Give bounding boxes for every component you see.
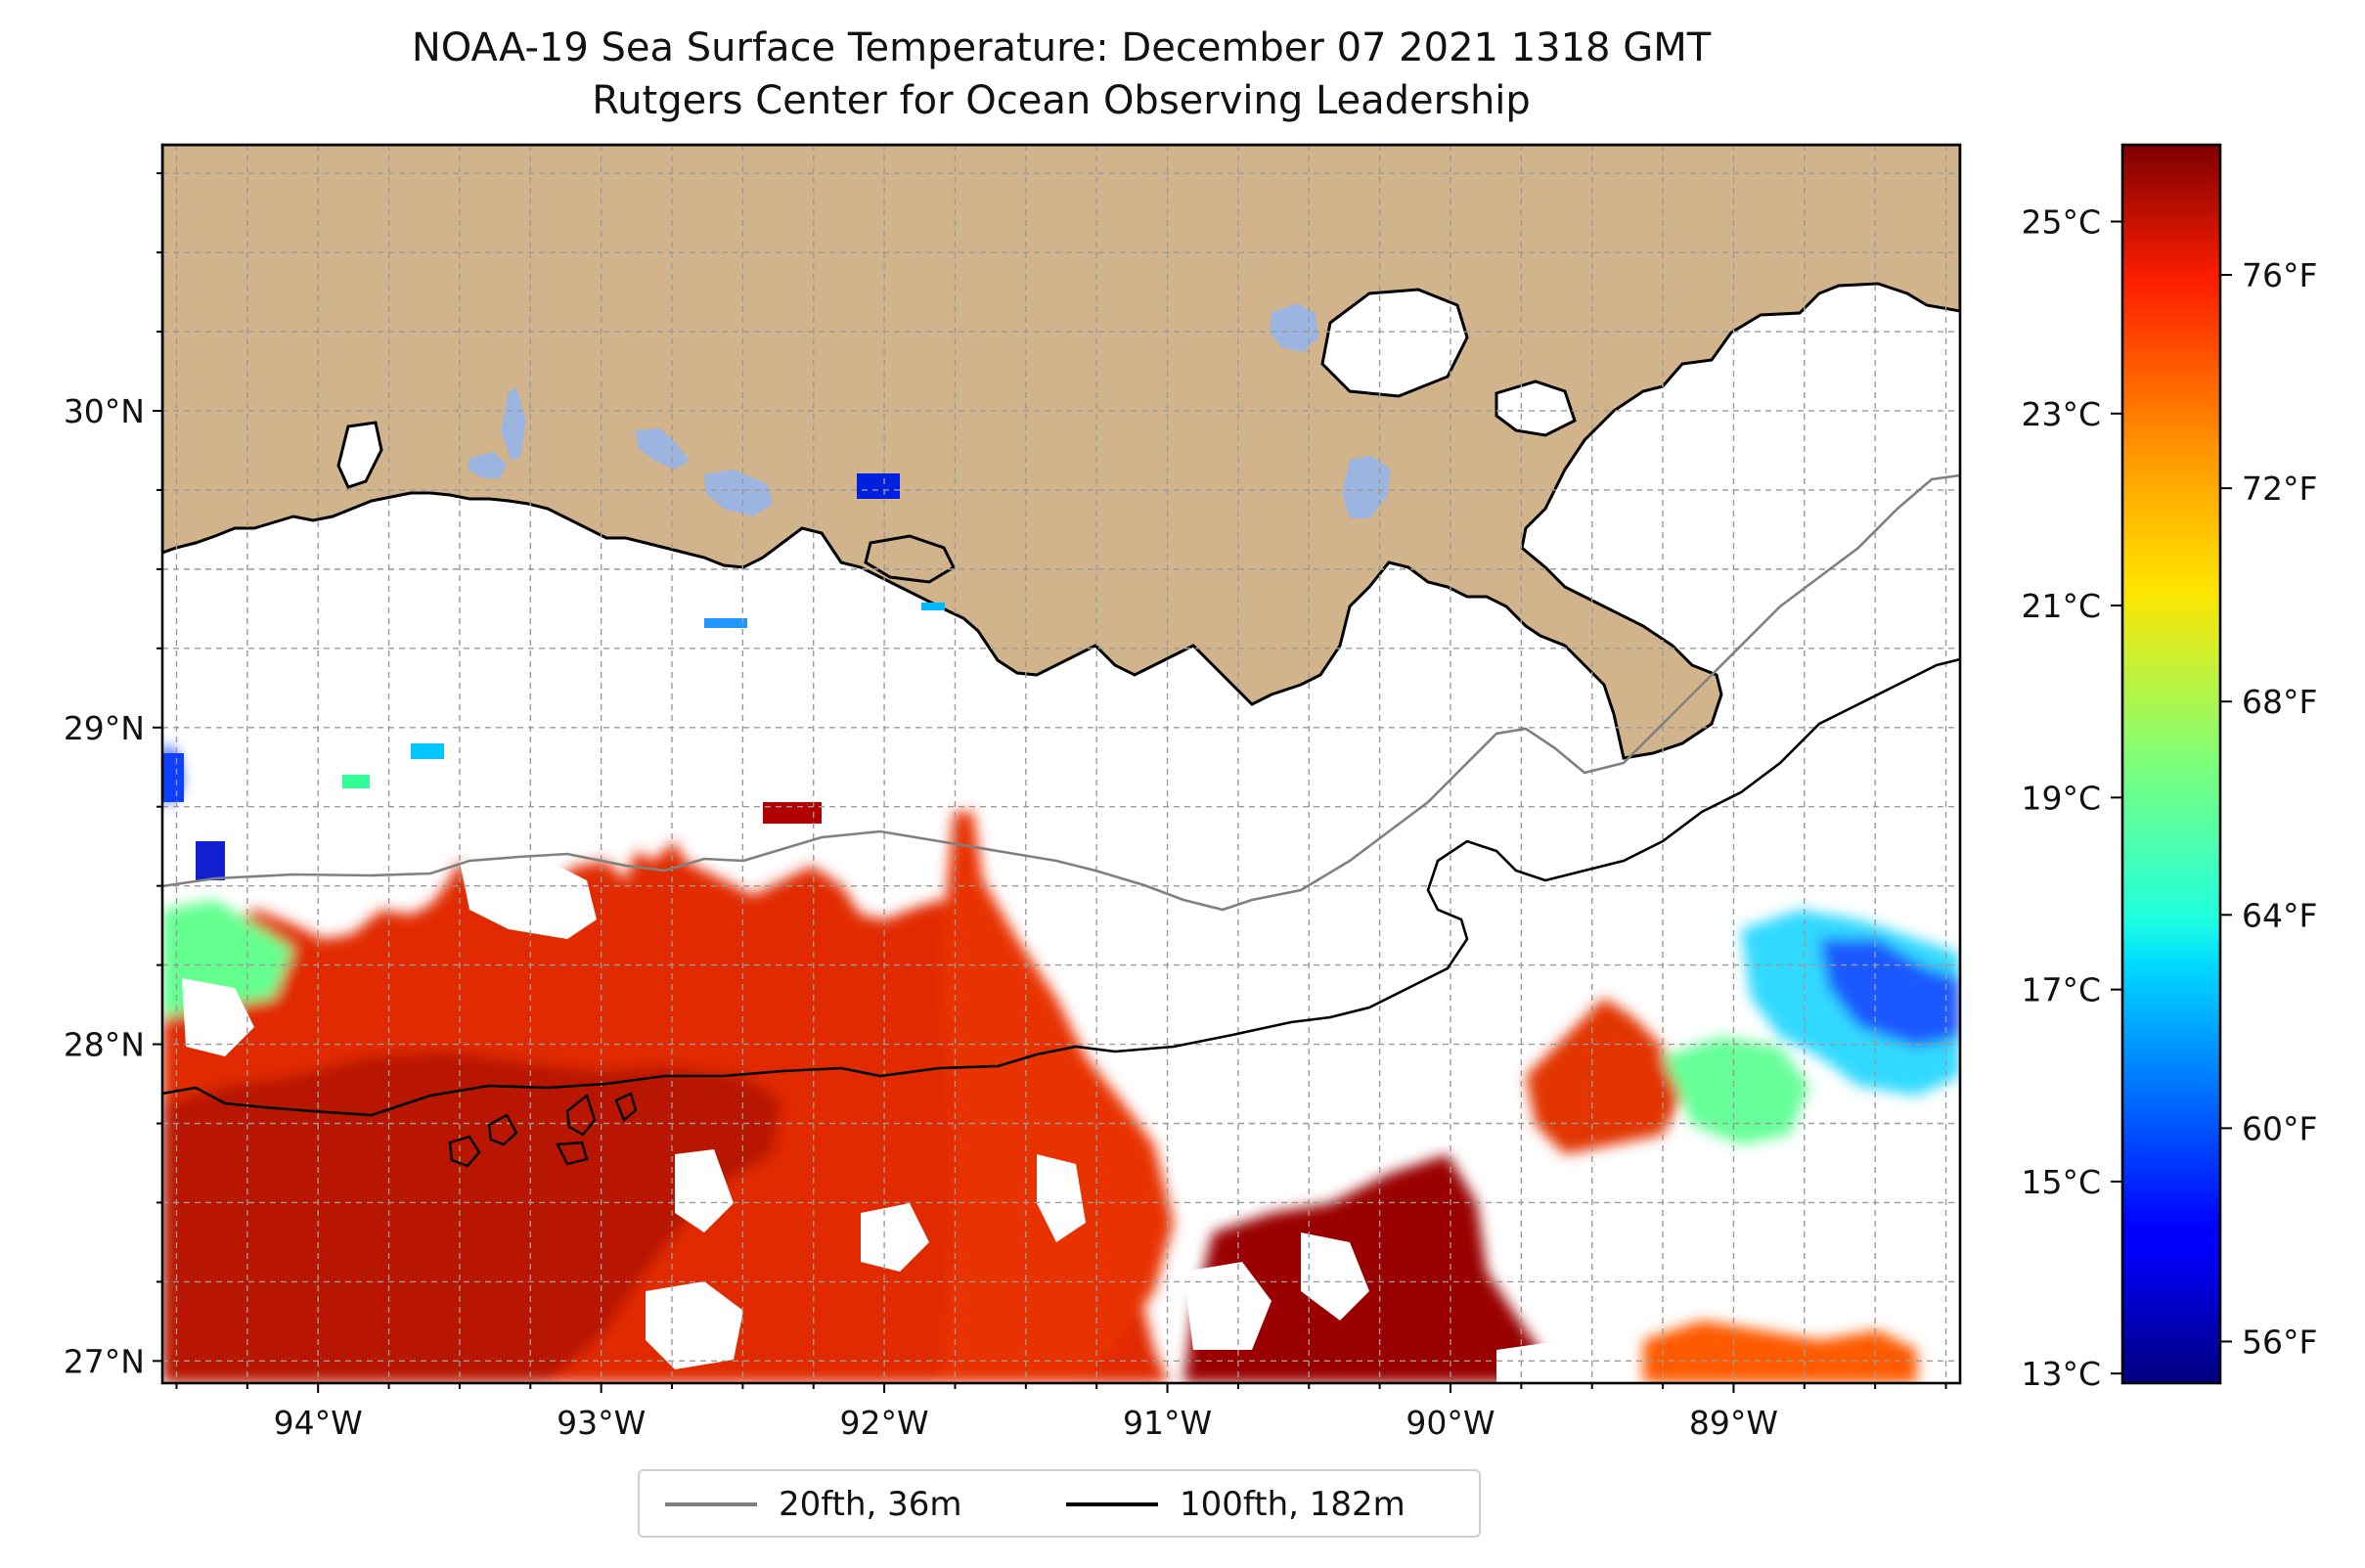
- sst-coastal-specks: [162, 473, 945, 880]
- celsius-tick-label: 21°C: [2021, 587, 2101, 625]
- fahrenheit-tick-label: 68°F: [2242, 683, 2317, 721]
- lon-axis: 94°W 93°W 92°W 91°W 90°W 89°W: [175, 1383, 1947, 1442]
- legend-label-20fth: 20fth, 36m: [779, 1485, 962, 1524]
- celsius-tick-label: 23°C: [2021, 395, 2101, 433]
- fahrenheit-tick-label: 56°F: [2242, 1322, 2317, 1361]
- legend-label-100fth: 100fth, 182m: [1180, 1485, 1406, 1524]
- colorbar-fahrenheit-axis: 76°F 72°F 68°F 64°F 60°F 56°F: [2220, 256, 2317, 1361]
- lake-cocodrie: [704, 470, 773, 516]
- lake-calcasieu: [336, 421, 383, 489]
- lon-tick-label: 93°W: [557, 1404, 646, 1442]
- lake-maurepas: [1270, 303, 1318, 352]
- cloud-gaps: [182, 851, 1604, 1383]
- lake-pontchartrain: [1320, 288, 1469, 398]
- gridlines: [162, 145, 1960, 1383]
- celsius-tick-label: 13°C: [2021, 1355, 2101, 1393]
- lon-tick-label: 92°W: [840, 1404, 929, 1442]
- chart-subtitle: Rutgers Center for Ocean Observing Leade…: [592, 78, 1531, 123]
- chart-title: NOAA-19 Sea Surface Temperature: Decembe…: [411, 25, 1712, 70]
- isobath-100fth-182m: [162, 657, 1960, 1117]
- legend-item-100fth: 100fth, 182m: [1066, 1485, 1406, 1524]
- fahrenheit-tick-label: 72°F: [2242, 470, 2317, 508]
- lon-tick-label: 91°W: [1123, 1404, 1212, 1442]
- lake-sabine-west: [468, 452, 507, 479]
- isobath-legend: 20fth, 36m 100fth, 182m: [638, 1469, 1481, 1538]
- fahrenheit-tick-label: 64°F: [2242, 896, 2317, 934]
- sst-green-patch-east: [1663, 1037, 1809, 1144]
- colorbar: [2120, 143, 2222, 1385]
- land-mass: [162, 145, 1960, 760]
- lon-tick-label: 94°W: [274, 1404, 363, 1442]
- celsius-tick-label: 15°C: [2021, 1163, 2101, 1201]
- lake-salvador: [1342, 456, 1391, 518]
- legend-swatch-100fth: [1066, 1502, 1158, 1506]
- celsius-tick-label: 17°C: [2021, 971, 2101, 1009]
- lake-borgne: [1495, 380, 1577, 437]
- legend-swatch-20fth: [665, 1502, 757, 1506]
- isobath-20fth-36m: [162, 473, 1960, 912]
- colorbar-celsius-axis: 25°C 23°C 21°C 19°C 17°C 15°C 13°C: [2021, 203, 2122, 1393]
- inland-lakes: [468, 303, 1391, 518]
- sst-data-layer: [162, 743, 1960, 1383]
- fahrenheit-tick-label: 60°F: [2242, 1109, 2317, 1147]
- lon-tick-label: 90°W: [1406, 1404, 1495, 1442]
- legend-item-20fth: 20fth, 36m: [665, 1485, 962, 1524]
- sst-hot-patch-south: [1183, 1154, 1565, 1383]
- lat-tick-label: 27°N: [64, 1342, 145, 1380]
- lake-white: [636, 428, 690, 470]
- lon-tick-label: 89°W: [1689, 1404, 1778, 1442]
- sst-blue-patch-east: [1819, 939, 1960, 1047]
- sst-warm-patch-east: [1526, 998, 1682, 1154]
- basin-contours: [448, 1092, 638, 1168]
- celsius-tick-label: 19°C: [2021, 779, 2101, 817]
- lat-tick-label: 30°N: [64, 392, 145, 430]
- sst-warm-patch-southeast: [1643, 1321, 1917, 1383]
- celsius-tick-label: 25°C: [2021, 203, 2101, 242]
- lat-axis: 30°N 29°N 28°N 27°N: [64, 172, 162, 1380]
- lat-tick-label: 29°N: [64, 709, 145, 747]
- sst-warm-streak-1: [939, 812, 1174, 1383]
- lat-tick-label: 28°N: [64, 1026, 145, 1064]
- fahrenheit-tick-label: 76°F: [2242, 256, 2317, 294]
- map-frame: [160, 143, 1962, 1385]
- lake-grand: [501, 387, 526, 460]
- marsh-island: [864, 534, 956, 584]
